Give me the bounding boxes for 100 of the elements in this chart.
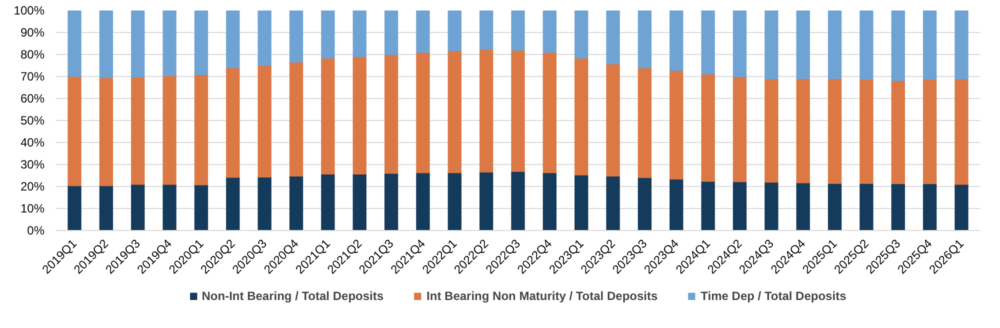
bar (638, 176, 652, 230)
bar (384, 10, 398, 55)
bar (352, 173, 366, 230)
bar (796, 78, 810, 184)
bar (321, 173, 335, 230)
bar (162, 75, 176, 185)
bar (606, 175, 620, 230)
bar (194, 74, 208, 186)
bar (891, 10, 905, 81)
bar (732, 76, 747, 182)
bar (448, 50, 462, 174)
bar (638, 10, 652, 68)
bar (321, 58, 335, 174)
bar (670, 178, 684, 230)
y-tick-label: 20% (20, 180, 45, 194)
bar (131, 76, 145, 185)
bar (670, 10, 684, 71)
bar (796, 10, 810, 79)
bar (542, 10, 557, 53)
bar (511, 10, 525, 51)
bar (860, 182, 874, 230)
bar (574, 58, 588, 176)
bar (511, 50, 525, 172)
y-tick-label: 60% (20, 92, 45, 106)
bar (574, 174, 588, 230)
bar (162, 10, 176, 76)
bar (99, 10, 114, 78)
bar (542, 172, 557, 230)
bar (131, 184, 145, 230)
bar (352, 56, 366, 174)
bar (479, 10, 494, 50)
y-tick-label: 10% (20, 202, 45, 216)
bar (764, 78, 778, 183)
bar (796, 182, 810, 230)
bar (511, 170, 525, 230)
bar (732, 10, 747, 77)
bar (289, 10, 304, 62)
bar (828, 78, 842, 184)
y-tick-label: 30% (20, 158, 45, 172)
bar (670, 70, 684, 180)
bar (479, 48, 494, 172)
y-tick-label: 70% (20, 70, 45, 84)
bar (860, 10, 874, 80)
bar (954, 184, 968, 230)
bar (416, 172, 430, 230)
bar (448, 10, 462, 52)
y-tick-label: 90% (20, 26, 45, 40)
bar (289, 175, 304, 230)
bar (226, 176, 240, 230)
bar (701, 73, 715, 182)
bar (321, 10, 335, 59)
bar (891, 80, 905, 184)
bar (891, 183, 905, 230)
bar (448, 172, 462, 230)
bar (764, 182, 778, 230)
bar (99, 77, 114, 186)
bar (701, 10, 715, 74)
bar (416, 10, 430, 53)
bar (384, 172, 398, 230)
legend-label: Non-Int Bearing / Total Deposits (202, 289, 384, 303)
bar (131, 10, 145, 78)
bar (68, 76, 82, 186)
bar (922, 78, 937, 184)
y-tick-label: 40% (20, 136, 45, 150)
bar (638, 67, 652, 178)
bar (258, 10, 272, 66)
bar (542, 52, 557, 174)
y-tick-label: 100% (14, 4, 45, 18)
bar (922, 183, 937, 230)
bar (384, 54, 398, 174)
y-tick-label: 80% (20, 48, 45, 62)
bar (574, 10, 588, 59)
bar (289, 61, 304, 176)
bar (828, 10, 842, 79)
bar (258, 65, 272, 178)
bar (954, 10, 968, 80)
bar (764, 10, 778, 80)
legend-label: Time Dep / Total Deposits (700, 289, 846, 303)
bar (828, 182, 842, 230)
bar (606, 10, 620, 64)
bar (194, 10, 208, 76)
bar (479, 171, 494, 230)
bar (732, 181, 747, 230)
bar (954, 78, 968, 185)
y-tick-label: 0% (27, 224, 45, 238)
legend-label: Int Bearing Non Maturity / Total Deposits (426, 289, 658, 303)
y-tick-label: 50% (20, 114, 45, 128)
bar (860, 78, 874, 184)
bar (226, 10, 240, 68)
bar (606, 63, 620, 176)
bar (68, 185, 82, 230)
bar (352, 10, 366, 57)
bar (416, 52, 430, 174)
bar (99, 185, 114, 230)
bar (68, 10, 82, 77)
bar (258, 176, 272, 230)
bar (194, 184, 208, 230)
bar (162, 184, 176, 230)
bar (226, 67, 240, 178)
bar (701, 180, 715, 230)
